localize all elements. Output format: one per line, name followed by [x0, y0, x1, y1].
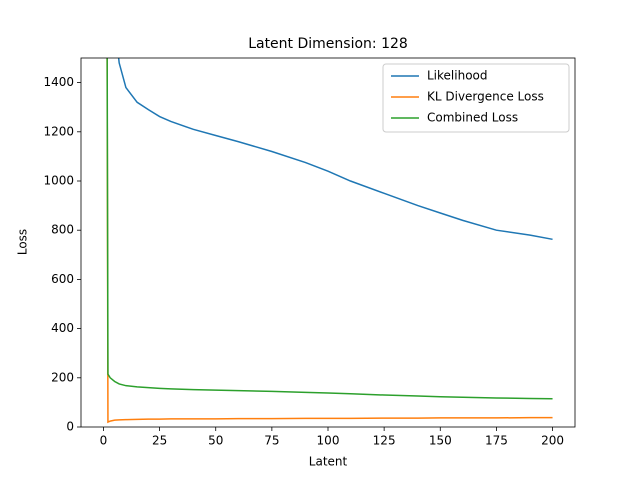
x-tick-label: 0: [100, 434, 108, 448]
x-axis-label: Latent: [309, 455, 348, 469]
line-series: [106, 58, 553, 424]
legend-box: [382, 63, 570, 133]
x-tick-label: 50: [208, 434, 223, 448]
x-tick-label: 25: [152, 434, 167, 448]
y-tick-label: 0: [66, 420, 74, 434]
legend-label: Combined Loss: [427, 111, 518, 125]
y-tick-label: 1200: [43, 124, 74, 138]
chart-title: Latent Dimension: 128: [248, 36, 408, 52]
x-tick-label: 200: [541, 434, 564, 448]
y-tick-label: 800: [51, 223, 74, 237]
line-series: [117, 58, 553, 241]
y-tick-label: 600: [51, 272, 74, 286]
y-axis-label: Loss: [16, 229, 30, 255]
y-tick-label: 200: [51, 370, 74, 384]
legend-label: Likelihood: [427, 69, 488, 83]
x-tick-label: 150: [429, 434, 452, 448]
x-tick-label: 100: [317, 434, 340, 448]
y-tick-label: 1400: [43, 75, 74, 89]
x-tick-label: 75: [264, 434, 279, 448]
legend-label: KL Divergence Loss: [427, 90, 544, 104]
x-tick-label: 175: [485, 434, 508, 448]
line-series: [106, 58, 553, 400]
plot-area: [106, 58, 553, 424]
y-tick-label: 400: [51, 321, 74, 335]
x-tick-label: 125: [373, 434, 396, 448]
y-tick-label: 1000: [43, 174, 74, 188]
